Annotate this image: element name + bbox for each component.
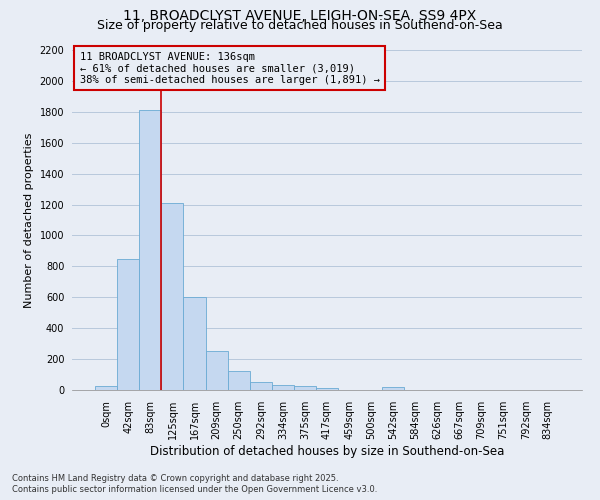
Bar — [250, 382, 272, 390]
X-axis label: Distribution of detached houses by size in Southend-on-Sea: Distribution of detached houses by size … — [150, 444, 504, 458]
Y-axis label: Number of detached properties: Number of detached properties — [24, 132, 34, 308]
Bar — [95, 386, 117, 390]
Bar — [316, 388, 338, 390]
Text: Size of property relative to detached houses in Southend-on-Sea: Size of property relative to detached ho… — [97, 19, 503, 32]
Bar — [117, 258, 139, 390]
Bar — [382, 387, 404, 390]
Bar — [139, 110, 161, 390]
Bar — [227, 370, 250, 390]
Bar — [272, 386, 294, 390]
Text: Contains HM Land Registry data © Crown copyright and database right 2025.
Contai: Contains HM Land Registry data © Crown c… — [12, 474, 377, 494]
Bar — [206, 350, 227, 390]
Text: 11, BROADCLYST AVENUE, LEIGH-ON-SEA, SS9 4PX: 11, BROADCLYST AVENUE, LEIGH-ON-SEA, SS9… — [124, 9, 476, 23]
Bar — [184, 298, 206, 390]
Text: 11 BROADCLYST AVENUE: 136sqm
← 61% of detached houses are smaller (3,019)
38% of: 11 BROADCLYST AVENUE: 136sqm ← 61% of de… — [80, 52, 380, 85]
Bar — [161, 203, 184, 390]
Bar — [294, 386, 316, 390]
